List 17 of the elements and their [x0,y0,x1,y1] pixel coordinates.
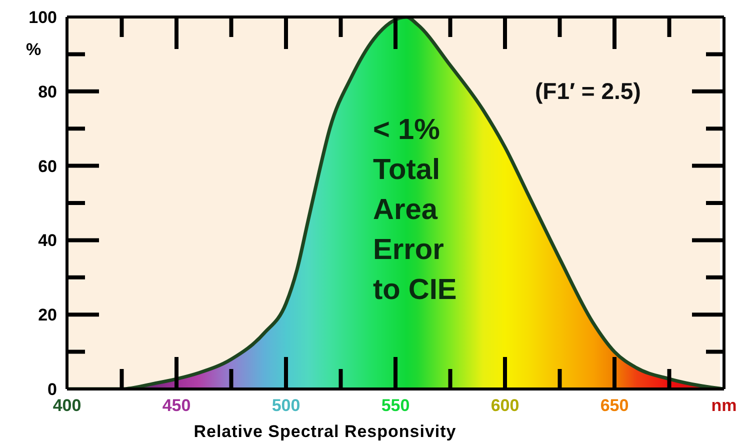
y-tick-label: 40 [38,231,57,250]
x-tick-label: 450 [162,396,191,415]
y-tick-label: 60 [38,156,57,176]
x-axis-title: Relative Spectral Responsivity [192,422,458,442]
y-tick-label: 0 [48,380,57,399]
x-tick-label: 650 [600,396,629,415]
annotation: < 1% Total Area Error to CIE [373,113,457,308]
y-tick-label: 80 [38,82,57,102]
x-tick-label: nm [711,396,737,415]
x-tick-label: 600 [490,396,520,415]
y-tick-label: 100 [28,8,57,27]
x-tick-label: 400 [52,396,82,415]
x-tick-label: 500 [272,396,300,415]
annotation: (F1′ = 2.5) [535,78,641,105]
x-tick-label: 550 [381,396,410,415]
y-axis-title: % [26,40,42,60]
y-tick-label: 20 [38,306,57,325]
